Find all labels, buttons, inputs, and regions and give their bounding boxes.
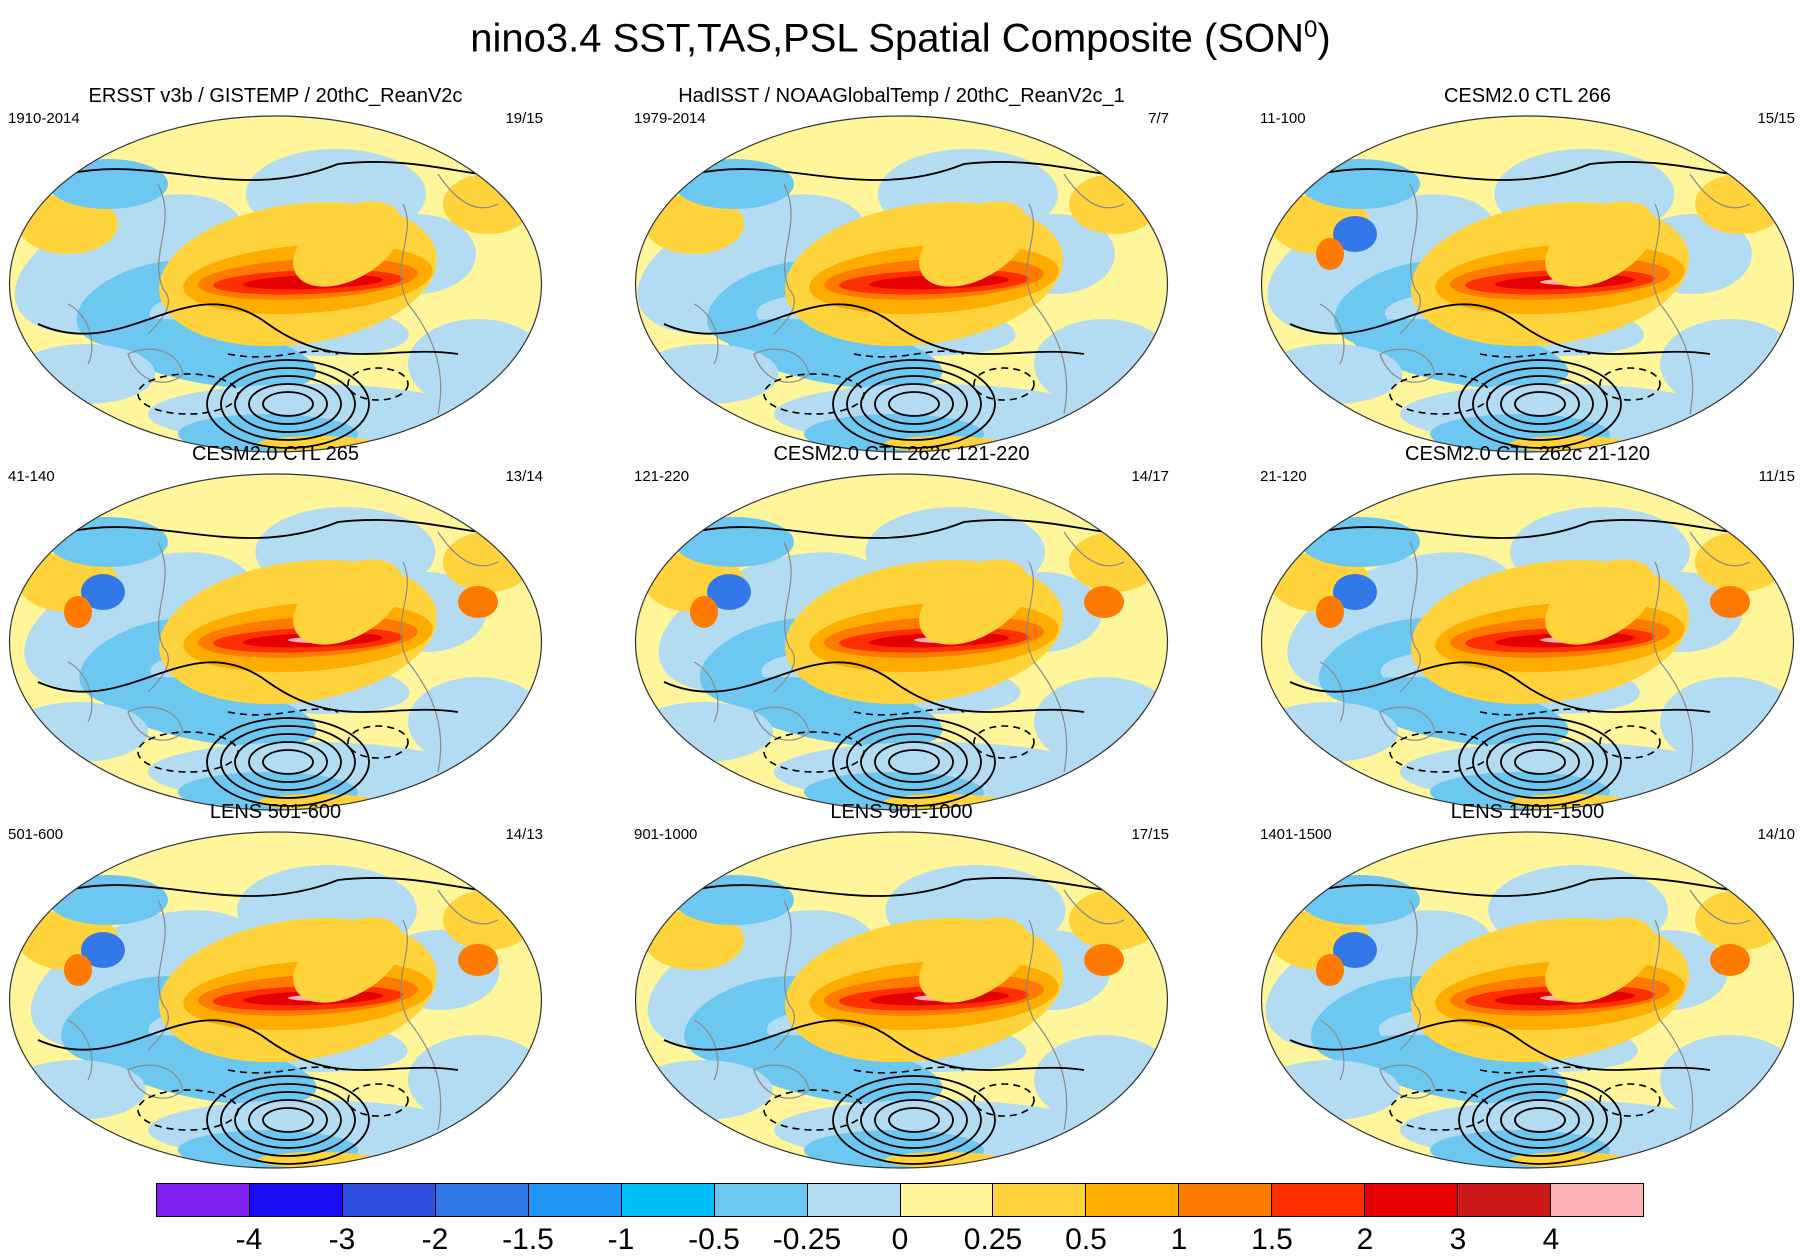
panel-title: CESM2.0 CTL 265 bbox=[191, 443, 360, 465]
panel-count: 11/15 bbox=[1758, 468, 1795, 485]
colorbar-label: -2 bbox=[421, 1223, 449, 1256]
map-plot bbox=[634, 831, 1169, 1169]
panel-period: 121-220 bbox=[634, 468, 690, 485]
panel-count: 15/15 bbox=[1757, 110, 1795, 127]
colorbar-label: 1.5 bbox=[1251, 1223, 1293, 1256]
map-outline bbox=[634, 473, 1169, 811]
colorbar-labels: -4 -3 -2 -1.5 -1 -0.5 -0.25 0 0.25 0.5 1 1.5 2 3 4 bbox=[156, 1222, 1644, 1258]
map-outline bbox=[634, 831, 1169, 1169]
map-panel: CESM2.0 CTL 262c 21-120 21-120 11/15 bbox=[1260, 442, 1795, 812]
panel-title: LENS 901-1000 bbox=[830, 801, 973, 823]
colorbar-label: 0.25 bbox=[963, 1223, 1023, 1256]
colorbar-box bbox=[1365, 1184, 1459, 1216]
map-outline bbox=[8, 115, 543, 453]
map-panel: ERSST v3b / GISTEMP / 20thC_ReanV2c 1910-… bbox=[8, 84, 543, 454]
panel-title: ERSST v3b / GISTEMP / 20thC_ReanV2c bbox=[88, 85, 463, 107]
map-panel: HadISST / NOAAGlobalTemp / 20thC_ReanV2c… bbox=[634, 84, 1169, 454]
panel-title: CESM2.0 CTL 262c 121-220 bbox=[773, 443, 1030, 465]
panel-count: 13/14 bbox=[505, 468, 543, 485]
colorbar-box bbox=[249, 1184, 343, 1216]
map-outline bbox=[634, 115, 1169, 453]
sst-field bbox=[9, 474, 542, 810]
map-plot bbox=[1260, 115, 1795, 453]
panel-period: 1910-2014 bbox=[8, 110, 80, 127]
panel-count: 14/13 bbox=[505, 826, 543, 843]
colorbar-box bbox=[714, 1184, 808, 1216]
panel-period: 1979-2014 bbox=[634, 110, 706, 127]
colorbar-box bbox=[1272, 1184, 1366, 1216]
map-outline bbox=[8, 473, 543, 811]
map-panel: LENS 1401-1500 1401-1500 14/10 bbox=[1260, 800, 1795, 1170]
colorbar-box bbox=[807, 1184, 901, 1216]
panel-period: 21-120 bbox=[1260, 468, 1307, 485]
colorbar-label: 0 bbox=[891, 1223, 909, 1256]
sst-field bbox=[1261, 832, 1794, 1168]
colorbar-label: -1 bbox=[607, 1223, 635, 1256]
panel-period: 501-600 bbox=[8, 826, 64, 843]
sst-field bbox=[635, 116, 1168, 452]
map-plot bbox=[1260, 473, 1795, 811]
colorbar-label: -1.5 bbox=[502, 1223, 554, 1256]
panel-count: 14/17 bbox=[1131, 468, 1169, 485]
figure-title: nino3.4 SST,TAS,PSL Spatial Composite (S… bbox=[470, 16, 1331, 61]
colorbar-label: 4 bbox=[1542, 1223, 1560, 1256]
panel-period: 41-140 bbox=[8, 468, 55, 485]
panel-count: 17/15 bbox=[1131, 826, 1169, 843]
colorbar-box bbox=[342, 1184, 436, 1216]
colorbar-box bbox=[1458, 1184, 1552, 1216]
map-plot bbox=[1260, 831, 1795, 1169]
colorbar-label: 2 bbox=[1356, 1223, 1374, 1256]
map-panel: CESM2.0 CTL 266 11-100 15/15 bbox=[1260, 84, 1795, 454]
map-plot bbox=[634, 473, 1169, 811]
colorbar-label: -4 bbox=[235, 1223, 263, 1256]
map-outline bbox=[1260, 831, 1795, 1169]
map-plot bbox=[8, 831, 543, 1169]
colorbar-box bbox=[528, 1184, 622, 1216]
map-plot bbox=[8, 115, 543, 453]
colorbar-label: -0.5 bbox=[688, 1223, 740, 1256]
sst-field bbox=[635, 832, 1168, 1168]
colorbar-box bbox=[435, 1184, 529, 1216]
sst-field bbox=[9, 832, 542, 1168]
panel-title: CESM2.0 CTL 266 bbox=[1443, 85, 1612, 107]
map-plot bbox=[634, 115, 1169, 453]
panel-count: 7/7 bbox=[1148, 110, 1169, 127]
panel-title: CESM2.0 CTL 262c 21-120 bbox=[1405, 443, 1650, 465]
colorbar-box bbox=[993, 1184, 1087, 1216]
colorbar-box bbox=[1551, 1184, 1643, 1216]
map-outline bbox=[1260, 115, 1795, 453]
colorbar-label: -3 bbox=[328, 1223, 356, 1256]
panel-period: 1401-1500 bbox=[1260, 826, 1332, 843]
sst-field bbox=[1261, 474, 1794, 810]
colorbar-box bbox=[1086, 1184, 1180, 1216]
panel-title: LENS 1401-1500 bbox=[1450, 801, 1605, 823]
colorbar-label: 0.5 bbox=[1065, 1223, 1107, 1256]
colorbar-box bbox=[1179, 1184, 1273, 1216]
panel-count: 19/15 bbox=[505, 110, 543, 127]
colorbar-label: -0.25 bbox=[772, 1223, 842, 1256]
map-panel: CESM2.0 CTL 262c 121-220 121-220 14/17 bbox=[634, 442, 1169, 812]
panel-title: LENS 501-600 bbox=[209, 801, 342, 823]
map-outline bbox=[8, 831, 543, 1169]
colorbar-box bbox=[157, 1184, 250, 1216]
colorbar-box bbox=[900, 1184, 994, 1216]
colorbar-label: 1 bbox=[1170, 1223, 1188, 1256]
panel-period: 901-1000 bbox=[634, 826, 698, 843]
colorbar bbox=[156, 1183, 1644, 1217]
map-outline bbox=[1260, 473, 1795, 811]
colorbar-label: 3 bbox=[1449, 1223, 1467, 1256]
panel-count: 14/10 bbox=[1757, 826, 1795, 843]
map-plot bbox=[8, 473, 543, 811]
map-panel: LENS 501-600 501-600 14/13 bbox=[8, 800, 543, 1170]
panel-title: HadISST / NOAAGlobalTemp / 20thC_ReanV2c… bbox=[678, 85, 1125, 107]
map-panel: LENS 901-1000 901-1000 17/15 bbox=[634, 800, 1169, 1170]
panel-period: 11-100 bbox=[1260, 110, 1306, 127]
colorbar-box bbox=[621, 1184, 715, 1216]
map-panel: CESM2.0 CTL 265 41-140 13/14 bbox=[8, 442, 543, 812]
